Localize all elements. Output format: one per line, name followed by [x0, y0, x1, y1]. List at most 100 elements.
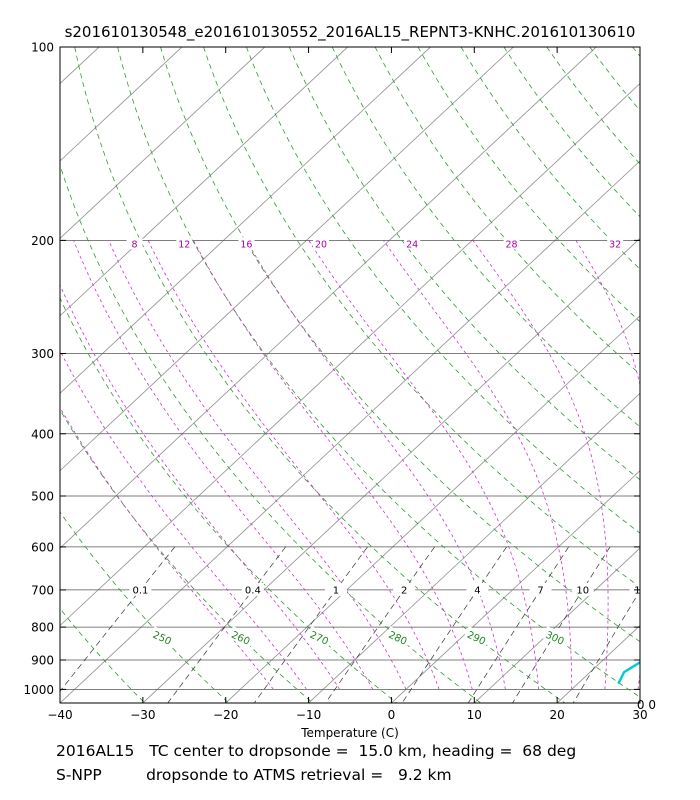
dry-adiabat-line [288, 47, 640, 481]
moist-adiabat-value: 24 [406, 239, 418, 250]
dry-adiabat-line [417, 47, 640, 323]
label-background [306, 625, 334, 648]
dry-adiabat-line [60, 608, 145, 703]
moist-adiabat-line [575, 240, 640, 690]
y-tick-label: 800 [31, 621, 54, 635]
dry-adiabat-line [60, 701, 61, 703]
moist-adiabat-line [671, 240, 700, 689]
caption-line-1: 2016AL15 TC center to dropsonde = 15.0 k… [56, 742, 577, 760]
y-tick-label: 600 [31, 540, 54, 554]
moist-adiabat-label: 28 [503, 237, 520, 250]
mixing-ratio-label: 16 [629, 582, 647, 596]
mixing-ratio-line [401, 546, 507, 703]
isotherm-line [60, 47, 431, 394]
x-tick-label: 10 [467, 708, 482, 722]
dry-adiabat-line [117, 47, 640, 698]
mixing-ratio-label: 2 [393, 582, 416, 596]
retrieval-dewpoint-profile [617, 660, 640, 685]
moist-adiabat-line [108, 240, 407, 690]
dry-adiabat-line [632, 47, 640, 57]
label-background [324, 582, 347, 596]
moist-adiabat-label: 20 [313, 237, 329, 250]
isotherm-line [60, 47, 266, 239]
mixing-ratio-line [467, 546, 569, 703]
dry-adiabat-label: 300 [541, 625, 570, 648]
label-background [571, 582, 594, 596]
isotherm-line [60, 47, 597, 549]
mixing-ratio-value: 1 [333, 585, 339, 596]
isotherm-line [473, 547, 640, 703]
moist-adiabat-value: 16 [240, 239, 252, 250]
moist-adiabat-label: 8 [126, 237, 143, 250]
x-axis-label: Temperature (C) [300, 726, 399, 740]
mixing-ratio-line [325, 546, 435, 703]
label-background [463, 625, 491, 648]
moist-adiabat-label: 32 [607, 237, 624, 250]
moist-adiabat-line [60, 284, 341, 690]
x-tick-label: −10 [296, 708, 321, 722]
label-background [227, 625, 255, 648]
moist-adiabat-value: 20 [315, 239, 327, 250]
mixing-ratio-label: 10 [571, 582, 594, 596]
dry-adiabat-line [676, 47, 700, 703]
moist-adiabat-label: 24 [404, 237, 421, 250]
moist-adiabat-line [245, 240, 506, 690]
label-background [313, 237, 329, 250]
moist-adiabat-label: 12 [176, 237, 193, 250]
moist-adiabat-value: 12 [178, 239, 190, 250]
dry-adiabat-line [246, 47, 640, 534]
dry-adiabat-line [203, 47, 640, 588]
mixing-ratio-label: 4 [466, 582, 489, 596]
dry-adiabat-line [60, 409, 313, 703]
moist-adiabat-label: 16 [238, 237, 255, 250]
dry-adiabat-line [503, 47, 640, 218]
dry-adiabat-line [60, 163, 482, 703]
mixing-ratio-label: 0.1 [129, 582, 152, 596]
mixing-ratio-line [167, 546, 286, 703]
isotherm-line [225, 315, 640, 703]
dry-adiabat-label: 260 [227, 625, 255, 648]
label-background [466, 582, 489, 596]
mixing-ratio-value: 16 [634, 585, 647, 596]
background-lines [0, 47, 700, 703]
moist-adiabat-line [73, 240, 374, 690]
dry-adiabat-label: 250 [148, 625, 177, 648]
mixing-ratio-line [60, 546, 176, 692]
isotherm-line [60, 160, 640, 703]
isotherm-line [142, 237, 640, 703]
x-tick-label: 30 [632, 708, 647, 722]
moist-adiabat-line [60, 349, 307, 690]
label-background [176, 237, 193, 250]
retrieval-temperature-profile [657, 588, 700, 684]
dry-adiabat-line [374, 47, 640, 375]
dry-adiabat-line [74, 47, 566, 703]
plot-frame [59, 46, 641, 704]
isotherm-line [308, 392, 640, 703]
data-series [617, 588, 700, 685]
mixing-ratio-value: 10 [576, 585, 589, 596]
isotherm-line [60, 47, 183, 162]
y-tick-label: 200 [31, 234, 54, 248]
isotherm-line [60, 47, 348, 317]
isotherm-line [60, 47, 100, 85]
label-background [629, 582, 640, 596]
moist-adiabat-line [308, 240, 539, 690]
label-background [241, 582, 264, 596]
dry-adiabat-line [331, 47, 640, 428]
isotherm-line [60, 47, 514, 472]
corner-annotation: 0 0 [637, 698, 656, 712]
mixing-ratio-label: 0.4 [241, 582, 264, 596]
y-tick-label: 1000 [23, 683, 54, 697]
isotherm-line [556, 624, 640, 703]
mixing-ratio-value: 0.4 [245, 585, 261, 596]
label-background [607, 237, 624, 250]
label-background [404, 237, 421, 250]
dry-adiabat-line [546, 47, 640, 165]
mixing-ratio-value: 4 [474, 585, 480, 596]
dry-adiabat-line [589, 47, 640, 112]
isotherm-line [0, 47, 16, 703]
chart-title: s201610130548_e201610130552_2016AL15_REP… [65, 23, 636, 42]
x-tick-label: 0 [388, 708, 396, 722]
moist-adiabat-value: 28 [506, 239, 518, 250]
